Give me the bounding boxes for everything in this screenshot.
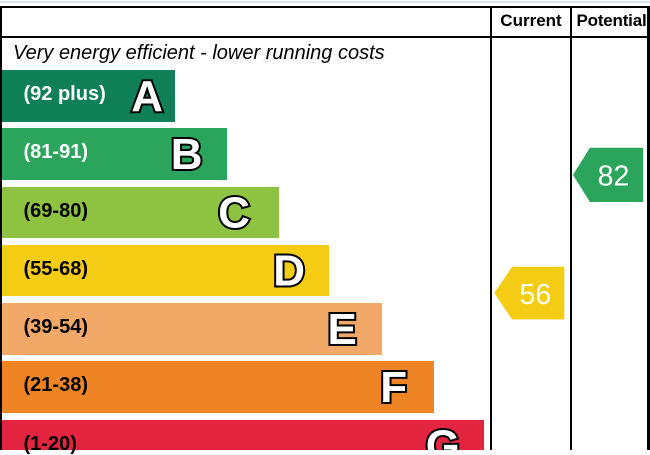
svg-text:C: C [218,188,250,237]
svg-text:82: 82 [598,160,630,192]
svg-text:G: G [426,421,460,450]
svg-text:D: D [273,247,305,296]
svg-text:B: B [171,130,203,179]
svg-text:A: A [131,72,163,121]
svg-text:F: F [380,363,407,412]
svg-text:56: 56 [520,279,552,311]
svg-text:E: E [328,305,357,354]
